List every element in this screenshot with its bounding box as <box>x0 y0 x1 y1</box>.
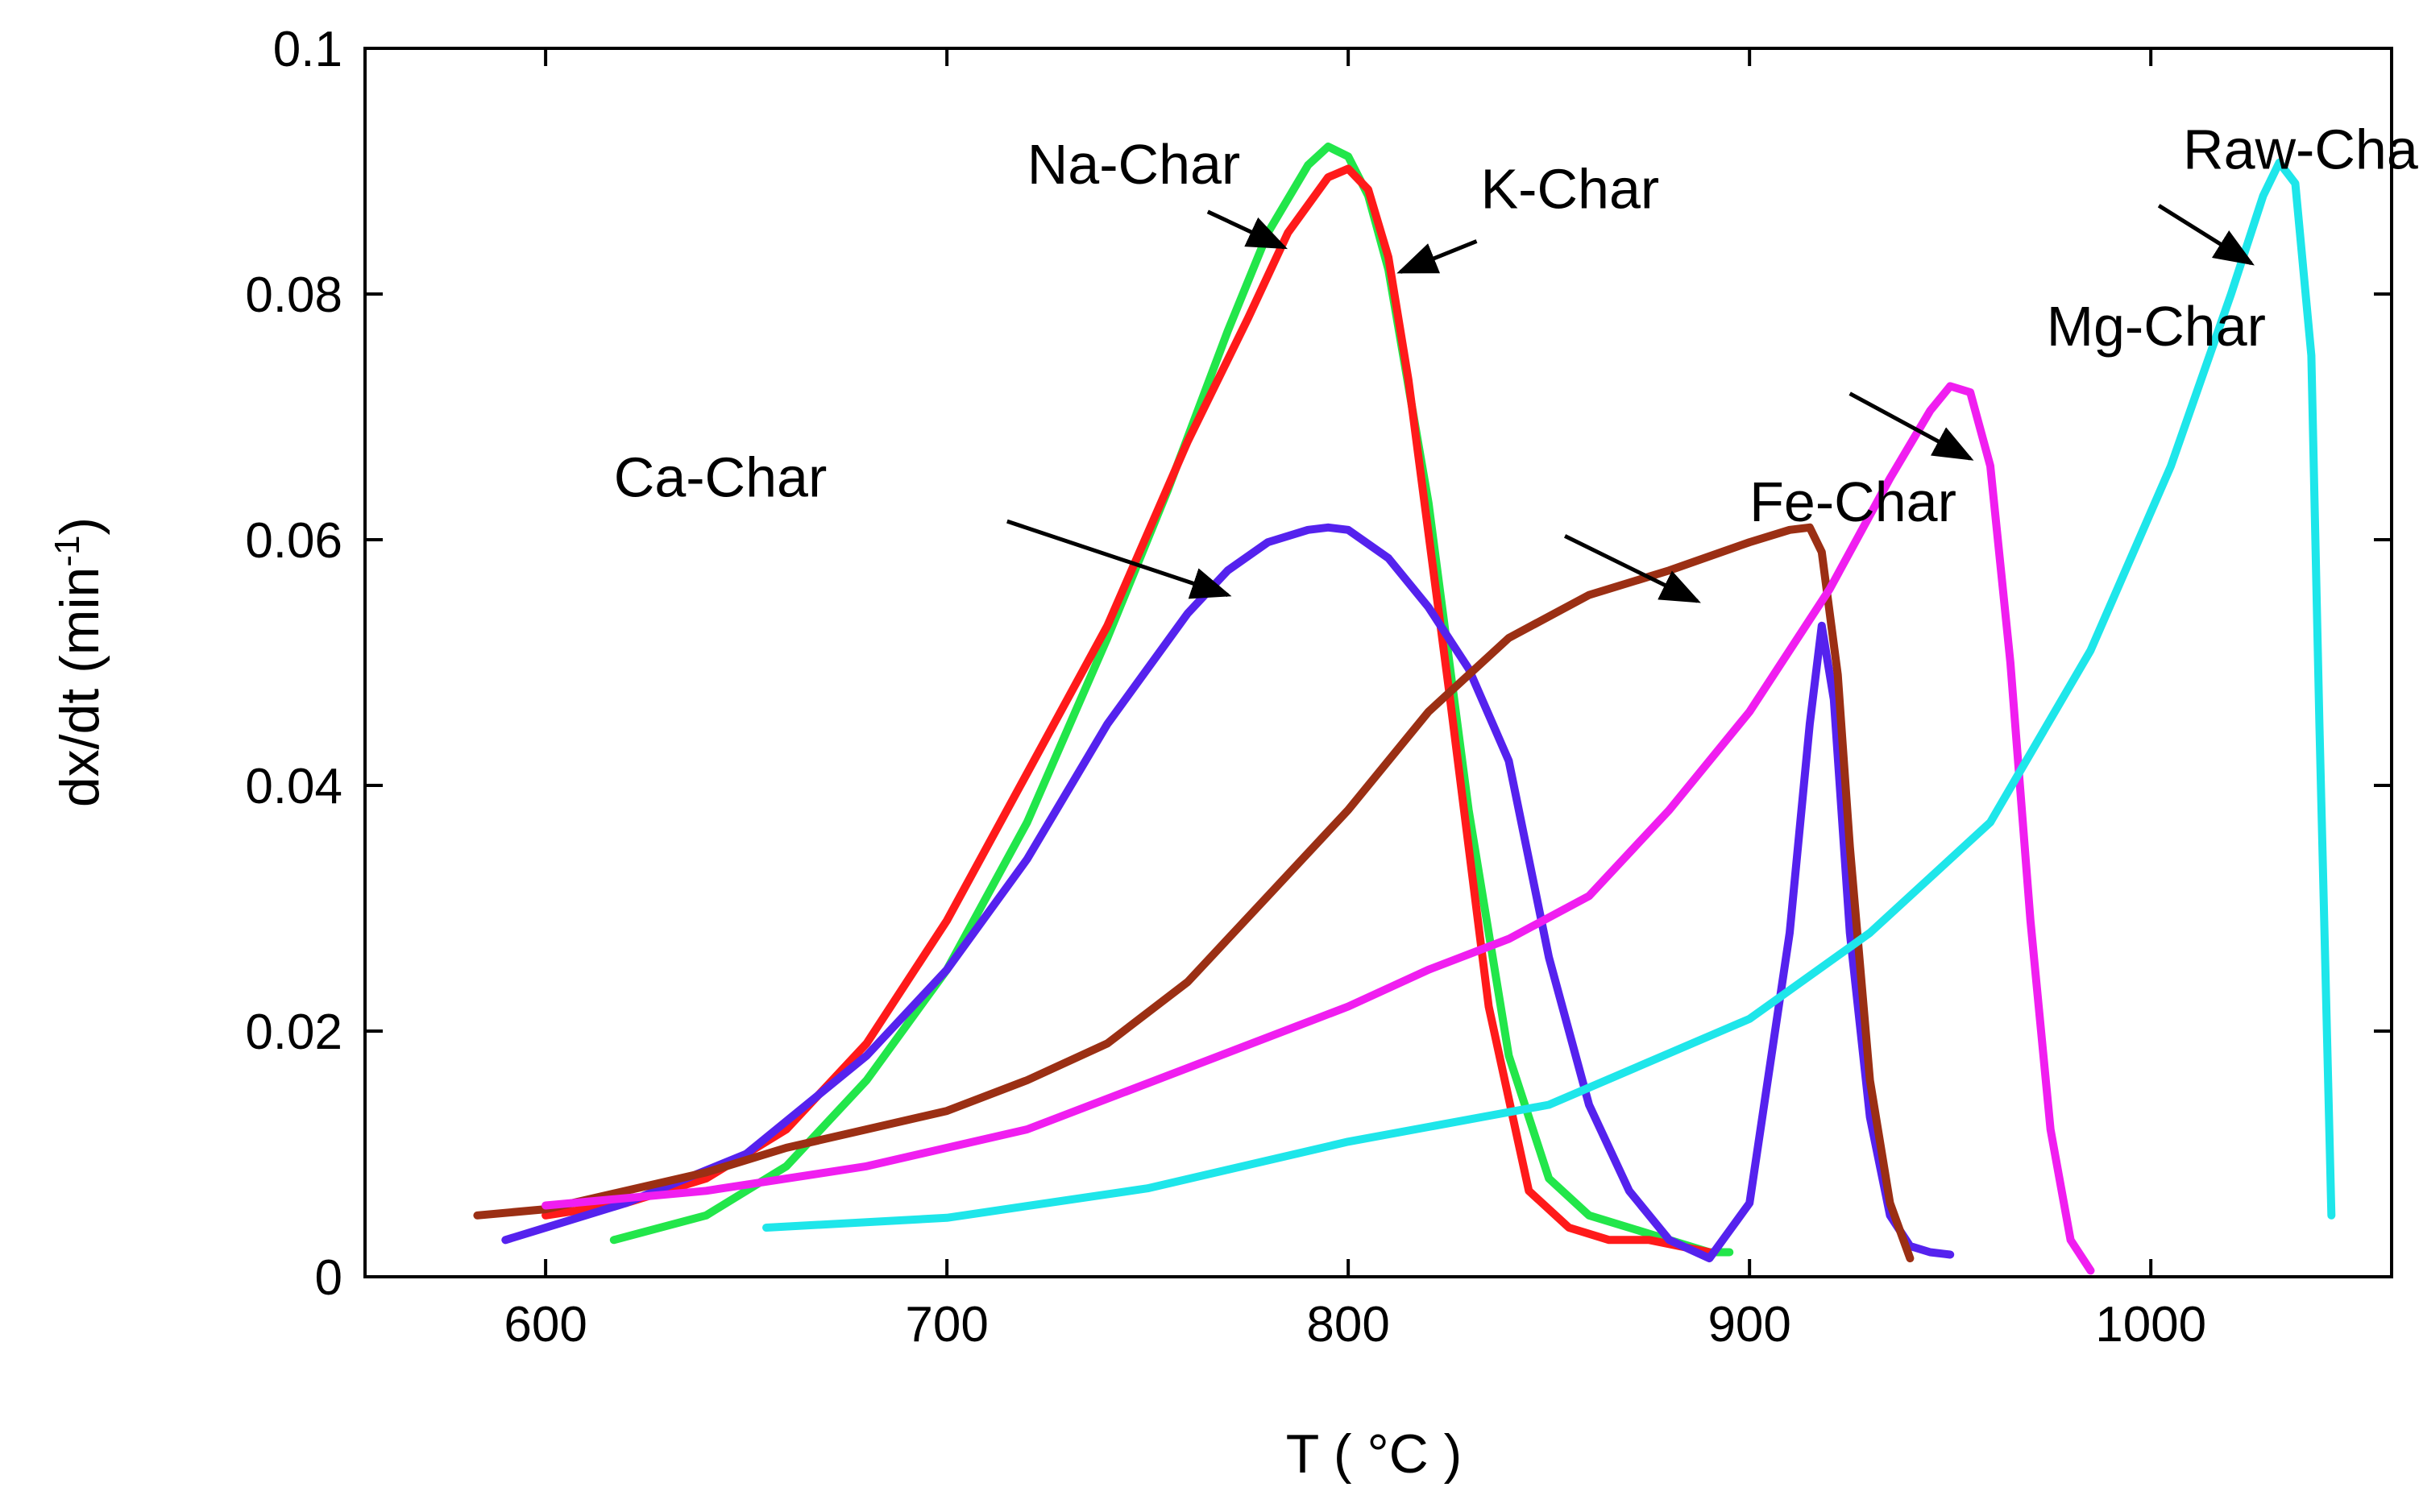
ticks-layer: 600 700 800 900 1000 0 0.02 0.04 0.06 0.08 0.1 <box>245 22 2392 1353</box>
y-tick-label: 0.1 <box>273 22 342 77</box>
series-line-k-char <box>541 164 1714 1257</box>
y-tick-label: 0.08 <box>245 267 342 323</box>
annotation-label-ca-char: Ca-Char <box>614 446 828 509</box>
y-axis-title: dx/dt (min-1) <box>48 517 111 807</box>
series-line-raw-char <box>762 158 2336 1232</box>
annotation-arrow-ca-char <box>1006 519 1232 599</box>
y-axis-title-superscript: -1 <box>48 536 87 567</box>
annotation-label-fe-char: Fe-Char <box>1749 470 1956 533</box>
x-tick-label: 900 <box>1707 1297 1790 1353</box>
annotation-arrow-na-char <box>1206 209 1288 250</box>
series-line-mg-char <box>541 382 2095 1275</box>
annotation-label-raw-char: Raw-Char <box>2183 118 2419 180</box>
y-tick-label: 0.06 <box>245 513 342 569</box>
annotation-label-k-char: K-Char <box>1480 157 1659 220</box>
x-axis-title: T ( °C ) <box>1286 1423 1463 1485</box>
x-tick-label: 800 <box>1306 1297 1389 1353</box>
y-axis-title-main: dx/dt (min <box>49 567 110 808</box>
plot-frame <box>363 47 2393 1278</box>
series-line-ca-char <box>501 523 1955 1263</box>
annotation-label-na-char: Na-Char <box>1027 133 1241 196</box>
series-line-fe-char <box>473 523 1915 1263</box>
annotation-arrow-fe-char <box>1563 534 1701 603</box>
y-tick-label: 0.04 <box>245 759 342 814</box>
annotation-arrow-mg-char <box>1848 391 1974 461</box>
y-tick-label: 0 <box>315 1250 342 1306</box>
y-axis-title-close: ) <box>49 517 110 536</box>
series-layer <box>473 143 2336 1275</box>
annotation-arrow-raw-char <box>2157 204 2255 266</box>
annotation-layer: Na-Char K-Char Ca-Char Fe-Char Mg-Char Raw-Ch… <box>614 118 2419 603</box>
x-tick-label: 700 <box>905 1297 988 1353</box>
x-tick-label: 600 <box>504 1297 587 1353</box>
x-tick-label: 1000 <box>2095 1297 2206 1353</box>
y-tick-label: 0.02 <box>245 1005 342 1060</box>
annotation-label-mg-char: Mg-Char <box>2047 295 2266 358</box>
annotation-arrow-k-char <box>1396 239 1478 274</box>
